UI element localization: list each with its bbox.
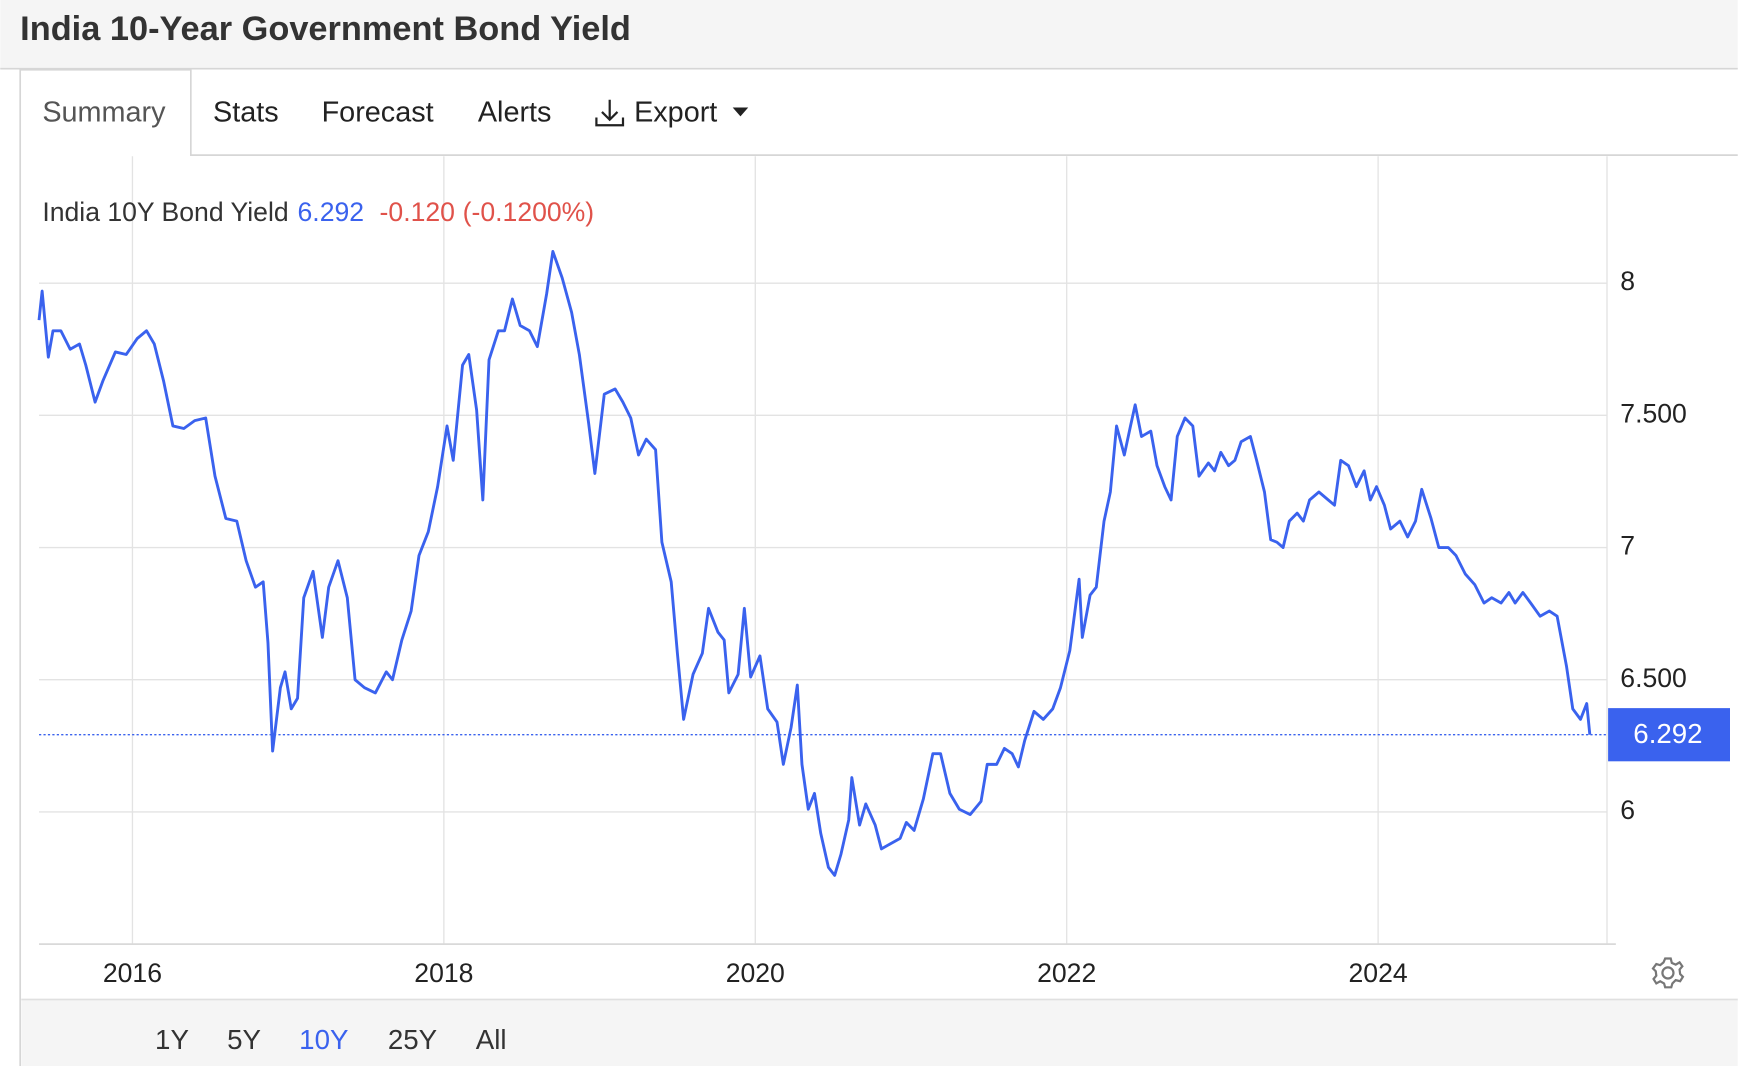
x-tick-label: 2022 [1037, 958, 1096, 988]
tab-bar: Summary Stats Forecast Alerts Export [42, 97, 749, 129]
y-tick-label: 8 [1620, 266, 1635, 296]
y-tick-label: 6 [1620, 795, 1635, 825]
range-bar [21, 999, 1738, 1066]
dropdown-caret [732, 107, 749, 117]
series-line [37, 249, 1592, 877]
legend-change: -0.120 [380, 197, 455, 227]
range-button[interactable]: 10Y [299, 1024, 348, 1055]
range-button[interactable]: 5Y [227, 1024, 261, 1055]
last-value-label: 6.292 [1633, 718, 1702, 749]
header-bar [0, 0, 1738, 69]
range-button[interactable]: All [476, 1024, 507, 1055]
tab[interactable]: Summary [42, 97, 166, 129]
legend-value: 6.292 [298, 197, 365, 227]
x-tick-label: 2020 [726, 958, 785, 988]
last-value-box [1608, 708, 1730, 762]
legend-name: India 10Y Bond Yield [42, 197, 288, 227]
tab[interactable]: Alerts [478, 97, 552, 129]
range-button[interactable]: 25Y [388, 1024, 437, 1055]
x-tick-label: 2016 [103, 958, 162, 988]
y-tick-label: 6.500 [1620, 663, 1687, 693]
range-buttons: 1Y 5Y 10Y 25Y All [155, 1024, 506, 1055]
tab[interactable]: Stats [213, 97, 279, 129]
x-tick-label: 2018 [414, 958, 473, 988]
settings-icon[interactable] [1651, 957, 1685, 989]
chart: 2016 2018 2020 2022 2024 6 6.500 7 7.500 8 India 1… [37, 156, 1730, 988]
range-button[interactable]: 1Y [155, 1024, 189, 1055]
y-tick-label: 7 [1620, 531, 1635, 561]
legend: India 10Y Bond Yield 6.292 -0.120 (-0.1200%… [42, 197, 594, 227]
tab-outline [19, 68, 1738, 1066]
tab[interactable]: Export [634, 97, 717, 129]
download-icon [595, 99, 625, 127]
x-tick-label: 2024 [1349, 958, 1408, 988]
tab[interactable]: Forecast [322, 97, 434, 129]
page-title: India 10-Year Government Bond Yield [20, 10, 631, 48]
y-tick-label: 7.500 [1620, 398, 1687, 428]
legend-change-percent: (-0.1200%) [463, 197, 594, 227]
